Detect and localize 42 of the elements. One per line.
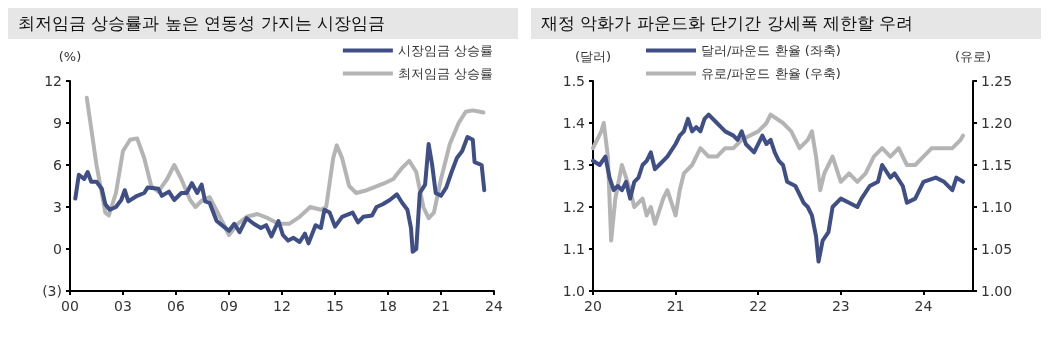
- y2-tick-label: 1.25: [981, 73, 1013, 89]
- y-tick-label: 1.1: [562, 241, 585, 257]
- chart-title: 재정 악화가 파운드화 단기간 강세폭 제한할 우려: [531, 8, 1041, 39]
- y-tick-label: (3): [42, 283, 62, 299]
- y2-tick-label: 1.05: [981, 241, 1013, 257]
- x-tick-label: 12: [273, 298, 291, 314]
- y-tick-label: 1.0: [562, 283, 585, 299]
- x-tick-label: 00: [61, 298, 79, 314]
- y-tick-label: 3: [53, 199, 62, 215]
- y2-axis-title: (유로): [954, 49, 992, 64]
- legend-label: 유로/파운드 환율 (우축): [701, 66, 841, 81]
- y-axis-title: (%): [58, 49, 82, 64]
- y2-tick-label: 1.20: [981, 115, 1013, 131]
- y-tick-label: 1.4: [562, 115, 586, 131]
- y-tick-label: 0: [53, 241, 62, 257]
- x-tick-label: 03: [114, 298, 132, 314]
- x-tick-label: 21: [432, 298, 450, 314]
- legend-label: 최저임금 상승률: [397, 66, 494, 81]
- x-tick-label: 20: [584, 298, 602, 314]
- y-tick-label: 12: [44, 73, 62, 89]
- x-tick-label: 22: [749, 298, 768, 314]
- legend-label: 시장임금 상승률: [397, 43, 494, 58]
- legend-label: 달러/파운드 환율 (좌축): [701, 43, 841, 58]
- y2-tick-label: 1.10: [981, 199, 1013, 215]
- x-tick-label: 21: [666, 298, 685, 314]
- y-tick-label: 1.2: [562, 199, 585, 215]
- x-tick-label: 23: [831, 298, 850, 314]
- line-series: [73, 135, 487, 254]
- chart-title: 최저임금 상승률과 높은 연동성 가지는 시장임금: [8, 8, 518, 39]
- y-tick-label: 1.3: [562, 157, 585, 173]
- x-tick-label: 09: [220, 298, 238, 314]
- y-tick-label: 1.5: [562, 73, 585, 89]
- x-tick-label: 24: [485, 298, 503, 314]
- y-tick-label: 9: [53, 115, 62, 131]
- y2-tick-label: 1.15: [981, 157, 1013, 173]
- y-tick-label: 6: [53, 157, 63, 173]
- x-tick-label: 24: [914, 298, 933, 314]
- x-tick-label: 18: [379, 298, 397, 314]
- x-tick-label: 06: [167, 298, 185, 314]
- y-axis-title: (달러): [574, 49, 612, 64]
- y2-tick-label: 1.00: [981, 283, 1013, 299]
- x-tick-label: 15: [326, 298, 344, 314]
